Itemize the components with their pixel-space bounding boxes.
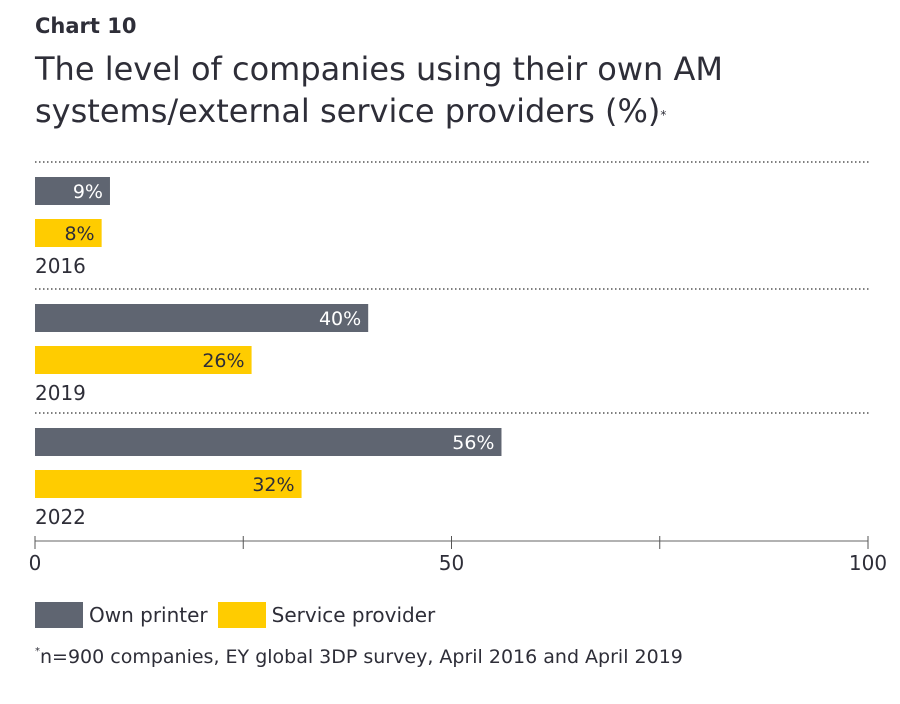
chart-title-text: The level of companies using their own A…: [35, 50, 723, 130]
category-label-2019: 2019: [35, 381, 86, 405]
x-tick-label: 0: [29, 551, 42, 575]
bar-label: 40%: [319, 308, 361, 330]
bar-own-printer-2016: [35, 177, 110, 205]
legend-label-service-provider: Service provider: [271, 603, 436, 627]
chart-title: The level of companies using their own A…: [35, 48, 885, 132]
title-footnote-mark: *: [660, 108, 667, 122]
bar-service-provider-2016: [35, 219, 102, 247]
bar-own-printer-2022: [35, 428, 502, 456]
bar-label: 9%: [73, 181, 103, 203]
legend: Own printer Service provider: [35, 602, 445, 628]
legend-label-own-printer: Own printer: [89, 603, 208, 627]
footnote-mark: *: [35, 646, 40, 657]
bar-service-provider-2019: [35, 346, 252, 374]
category-label-2016: 2016: [35, 254, 86, 278]
x-tick-label: 100: [849, 551, 887, 575]
legend-swatch-service-provider: [217, 602, 266, 628]
chart-number: Chart 10: [35, 14, 137, 38]
bar-service-provider-2022: [35, 470, 302, 498]
bar-label: 8%: [64, 223, 94, 245]
bar-label: 26%: [202, 350, 244, 372]
footnote-text: n=900 companies, EY global 3DP survey, A…: [40, 646, 683, 668]
footnote: *n=900 companies, EY global 3DP survey, …: [35, 646, 683, 668]
bar-label: 56%: [452, 432, 494, 454]
bar-label: 32%: [252, 474, 294, 496]
x-tick-label: 50: [439, 551, 464, 575]
category-label-2022: 2022: [35, 505, 86, 529]
bar-own-printer-2019: [35, 304, 369, 332]
legend-swatch-own-printer: [35, 602, 83, 628]
